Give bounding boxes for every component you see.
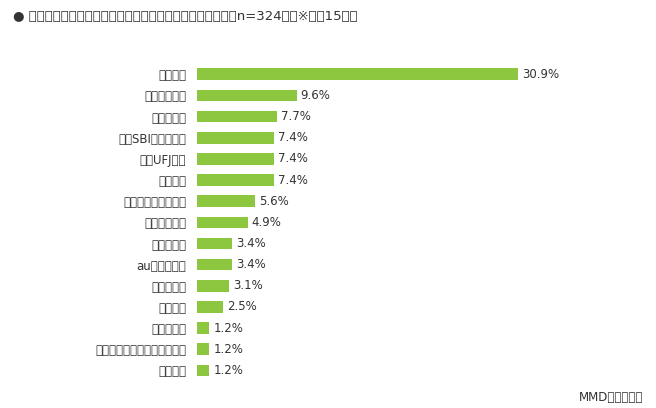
Bar — [197, 90, 297, 101]
Bar — [197, 322, 209, 334]
Bar — [197, 132, 274, 144]
Bar — [197, 69, 518, 80]
Text: 5.6%: 5.6% — [259, 195, 289, 208]
Text: ● メイン利用の経験があるネット銀行・ネットバンキング（n=324）　※上位15項目: ● メイン利用の経験があるネット銀行・ネットバンキング（n=324） ※上位15… — [13, 10, 358, 23]
Text: 7.4%: 7.4% — [278, 173, 308, 186]
Text: 3.1%: 3.1% — [233, 279, 263, 293]
Bar — [197, 301, 223, 313]
Bar — [197, 259, 232, 271]
Text: 7.4%: 7.4% — [278, 152, 308, 165]
Bar — [197, 153, 274, 165]
Text: 1.2%: 1.2% — [213, 322, 243, 335]
Text: 3.4%: 3.4% — [236, 258, 266, 271]
Text: 3.4%: 3.4% — [236, 237, 266, 250]
Text: 9.6%: 9.6% — [300, 89, 331, 102]
Bar — [197, 195, 255, 207]
Text: 1.2%: 1.2% — [213, 364, 243, 377]
Bar — [197, 111, 277, 122]
Text: 7.4%: 7.4% — [278, 131, 308, 144]
Text: 4.9%: 4.9% — [252, 216, 281, 229]
Text: MMD研究所調べ: MMD研究所調べ — [579, 391, 643, 404]
Bar — [197, 280, 229, 292]
Bar — [197, 217, 248, 228]
Bar — [197, 174, 274, 186]
Text: 30.9%: 30.9% — [522, 68, 559, 81]
Bar — [197, 344, 209, 355]
Bar — [197, 238, 232, 249]
Bar — [197, 365, 209, 376]
Text: 1.2%: 1.2% — [213, 343, 243, 356]
Text: 7.7%: 7.7% — [281, 110, 311, 123]
Text: 2.5%: 2.5% — [227, 301, 256, 313]
